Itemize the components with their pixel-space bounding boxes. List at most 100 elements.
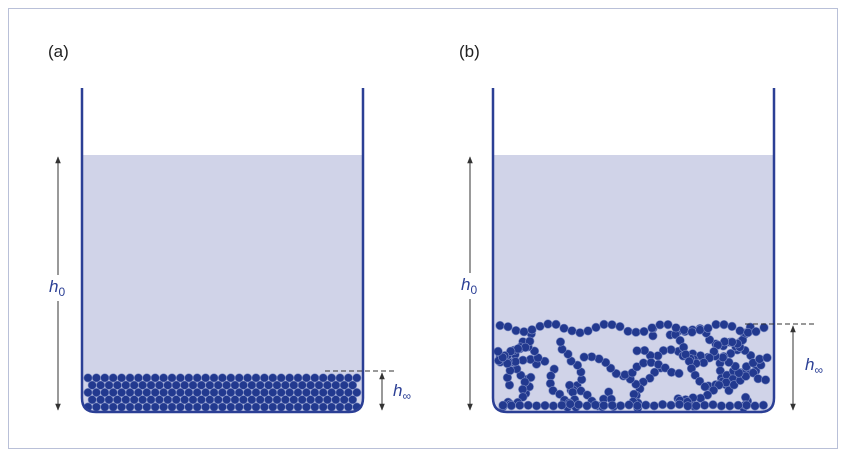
particle bbox=[544, 320, 553, 329]
particle bbox=[235, 388, 243, 396]
particle bbox=[290, 381, 298, 389]
particle bbox=[311, 374, 319, 382]
panel-label: (b) bbox=[459, 42, 480, 61]
particle bbox=[269, 403, 277, 411]
page: {"panels": [ {"label": "(a)", "height_la… bbox=[0, 0, 846, 457]
particle bbox=[736, 327, 745, 336]
particle bbox=[734, 401, 743, 410]
particle bbox=[675, 400, 684, 409]
particle bbox=[728, 338, 737, 347]
particle bbox=[656, 321, 665, 330]
particle bbox=[168, 388, 176, 396]
particle bbox=[151, 374, 159, 382]
particle bbox=[592, 323, 601, 332]
particle bbox=[147, 381, 155, 389]
particle bbox=[742, 401, 751, 410]
particle bbox=[712, 320, 721, 329]
particle bbox=[667, 345, 676, 354]
particle bbox=[688, 328, 697, 337]
particle bbox=[672, 324, 681, 333]
particle bbox=[294, 403, 302, 411]
particle bbox=[327, 374, 335, 382]
particle bbox=[252, 403, 260, 411]
particle bbox=[755, 355, 764, 364]
particle bbox=[294, 388, 302, 396]
subscript: 0 bbox=[470, 283, 477, 297]
particle bbox=[719, 353, 728, 362]
particle bbox=[600, 320, 609, 329]
particle bbox=[218, 374, 226, 382]
particle bbox=[105, 381, 113, 389]
particle bbox=[101, 374, 109, 382]
particle bbox=[117, 374, 125, 382]
particle bbox=[754, 374, 763, 383]
particle bbox=[344, 374, 352, 382]
particle bbox=[134, 374, 142, 382]
particle bbox=[285, 374, 293, 382]
particle bbox=[528, 325, 537, 334]
particle bbox=[576, 328, 585, 337]
particle bbox=[252, 388, 260, 396]
particle bbox=[541, 401, 550, 410]
particle bbox=[353, 374, 361, 382]
particle bbox=[667, 401, 676, 410]
particle bbox=[306, 381, 314, 389]
settled-label: h∞ bbox=[393, 381, 411, 403]
panel-label: (a) bbox=[48, 42, 69, 61]
particle bbox=[516, 401, 525, 410]
particle bbox=[319, 388, 327, 396]
particle bbox=[185, 374, 193, 382]
particle bbox=[336, 388, 344, 396]
symbol: h bbox=[805, 355, 814, 374]
particle bbox=[264, 381, 272, 389]
particle bbox=[744, 328, 753, 337]
particle bbox=[210, 388, 218, 396]
particle bbox=[243, 374, 251, 382]
particle bbox=[664, 320, 673, 329]
particle bbox=[302, 374, 310, 382]
particle bbox=[344, 403, 352, 411]
particle bbox=[547, 372, 556, 381]
particle bbox=[675, 369, 684, 378]
particle bbox=[558, 345, 567, 354]
particle bbox=[709, 400, 718, 409]
particle bbox=[580, 353, 589, 362]
particle bbox=[235, 374, 243, 382]
particle bbox=[151, 403, 159, 411]
particle bbox=[311, 403, 319, 411]
particle bbox=[101, 388, 109, 396]
particle bbox=[340, 381, 348, 389]
particle bbox=[298, 381, 306, 389]
particle bbox=[519, 356, 528, 365]
particle bbox=[243, 388, 251, 396]
particle bbox=[336, 403, 344, 411]
particle bbox=[189, 381, 197, 389]
particle bbox=[176, 388, 184, 396]
particle bbox=[526, 355, 535, 364]
particle bbox=[648, 324, 657, 333]
particle bbox=[277, 374, 285, 382]
particle bbox=[302, 403, 310, 411]
particle bbox=[680, 326, 689, 335]
particle bbox=[210, 374, 218, 382]
particle bbox=[164, 381, 172, 389]
symbol: h bbox=[49, 277, 58, 296]
particle bbox=[159, 403, 167, 411]
particle bbox=[117, 388, 125, 396]
subscript: ∞ bbox=[814, 363, 823, 377]
particle bbox=[499, 401, 508, 410]
particle bbox=[168, 374, 176, 382]
particle bbox=[201, 403, 209, 411]
particle bbox=[549, 402, 558, 411]
particle bbox=[521, 343, 530, 352]
particle bbox=[726, 402, 735, 411]
particle bbox=[616, 401, 625, 410]
particle bbox=[180, 381, 188, 389]
symbol: h bbox=[393, 381, 402, 400]
particle bbox=[761, 376, 770, 385]
subscript: 0 bbox=[58, 285, 65, 299]
particle bbox=[285, 388, 293, 396]
particle bbox=[193, 403, 201, 411]
particle bbox=[315, 381, 323, 389]
particle bbox=[752, 327, 761, 336]
